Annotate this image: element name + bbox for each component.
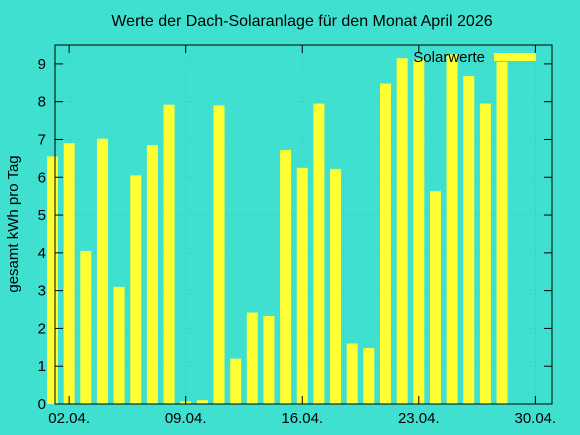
y-tick-label: 5 [38,207,46,224]
y-axis-label: gesamt kWh pro Tag [5,155,22,292]
bar [280,150,292,404]
x-tick-label: 09.04. [165,410,207,427]
y-tick-label: 2 [38,320,46,337]
bar [130,175,142,404]
bar [446,54,458,404]
bar [363,348,375,404]
bar [496,62,508,404]
bar [213,105,225,405]
y-tick-label: 6 [38,169,46,186]
bar [196,400,208,404]
y-tick-label: 8 [38,94,46,111]
y-tick-label: 7 [38,131,46,148]
bar [96,138,108,404]
x-tick-label: 23.04. [398,410,440,427]
bar [463,75,475,405]
y-tick-label: 0 [38,396,46,413]
y-tick-label: 1 [38,358,46,375]
bar [163,104,175,405]
legend-swatch [494,53,536,61]
axes: 0 1 2 3 4 5 6 7 8 9 02.04. 09.04. 16.04. 23.04. 30.04. [38,45,556,427]
legend: Solarwerte [413,49,536,66]
bar [113,286,125,404]
chart-title: Werte der Dach-Solaranlage für den Monat… [111,13,492,30]
bar [263,315,275,404]
y-tick-label: 3 [38,283,46,300]
bar [47,156,58,404]
bar [479,103,491,404]
x-tick-label: 16.04. [281,410,323,427]
bar [346,343,358,404]
y-tick-label: 4 [38,245,46,262]
y-tick-label: 9 [38,56,46,73]
x-tick-label: 02.04. [48,410,90,427]
bar [330,168,342,404]
legend-label: Solarwerte [413,49,485,66]
bar [380,83,391,405]
bar [396,58,408,404]
bar [296,167,308,404]
bar [63,143,75,404]
bar [313,103,325,404]
bar [429,191,441,404]
bars [47,54,508,405]
bar [246,312,258,404]
bar [146,145,158,404]
x-tick-label: 30.04. [514,410,556,427]
bar [230,358,242,404]
bar [413,59,425,405]
bar [80,250,92,404]
plot-frame [54,44,553,405]
